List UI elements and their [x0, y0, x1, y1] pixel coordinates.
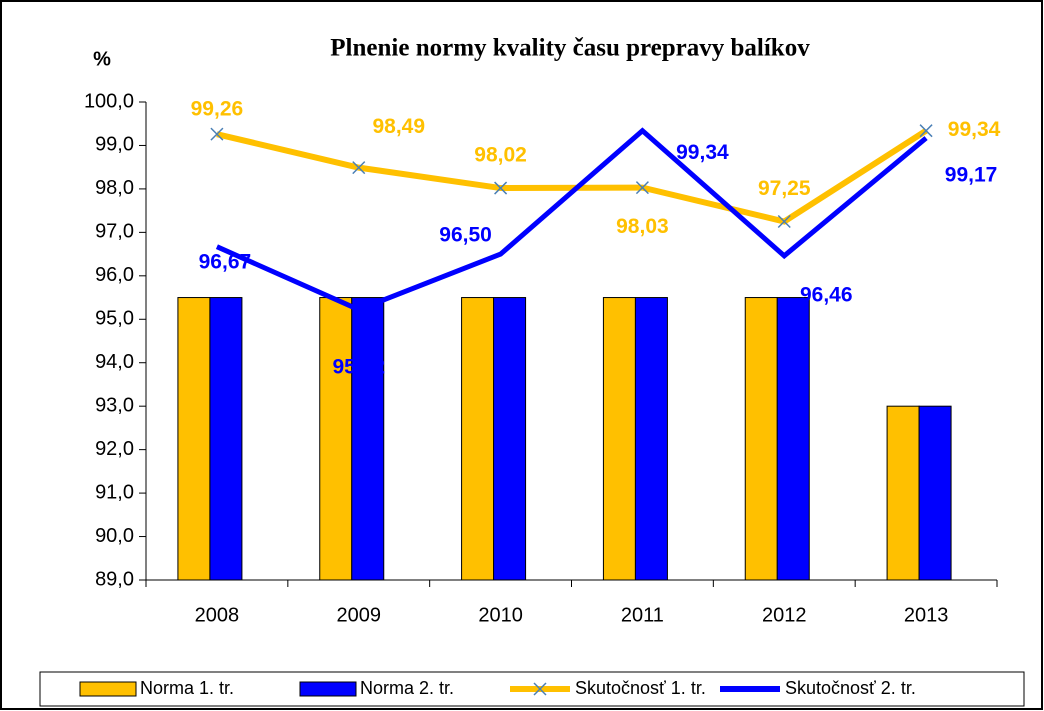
y-tick-label: 100,0	[84, 90, 134, 112]
bar	[319, 297, 353, 581]
data-label: 96,67	[199, 250, 252, 273]
x-tick-label: 2008	[195, 604, 240, 626]
y-tick-label: 98,0	[95, 177, 134, 199]
bar	[177, 297, 211, 581]
data-label: 99,34	[948, 118, 1001, 141]
x-tick-label: 2009	[337, 604, 382, 626]
y-tick-label: 99,0	[95, 134, 134, 156]
y-axis-label: %	[93, 48, 111, 70]
bar	[493, 297, 527, 581]
y-tick-label: 97,0	[95, 221, 134, 243]
bar	[744, 297, 778, 581]
data-label: 99,17	[945, 164, 998, 187]
legend-swatch	[79, 681, 137, 697]
y-tick-label: 92,0	[95, 438, 134, 460]
x-tick-label: 2012	[762, 604, 807, 626]
x-tick-label: 2013	[904, 604, 949, 626]
marker	[919, 124, 933, 138]
y-tick-label: 95,0	[95, 308, 134, 330]
legend-label: Norma 1. tr.	[140, 678, 234, 698]
line-series	[215, 127, 928, 313]
bar	[209, 297, 243, 581]
legend-label: Norma 2. tr.	[360, 678, 454, 698]
marker	[777, 214, 791, 229]
y-tick-label: 93,0	[95, 394, 134, 416]
data-label: 99,26	[191, 98, 244, 121]
data-label: 98,02	[474, 144, 527, 167]
x-tick-label: 2011	[621, 604, 664, 626]
line-series	[216, 128, 928, 225]
marker	[494, 181, 508, 195]
x-tick-label: 2010	[478, 604, 523, 626]
data-label: 98,49	[372, 115, 425, 138]
data-label: 99,34	[676, 141, 729, 164]
bar	[351, 297, 385, 581]
marker	[352, 161, 366, 175]
legend-marker	[533, 682, 547, 696]
legend-label: Skutočnosť 1. tr.	[575, 678, 706, 698]
chart-title: Plnenie normy kvality času prepravy balí…	[330, 35, 810, 62]
y-tick-label: 89,0	[95, 568, 134, 590]
data-label: 96,50	[439, 224, 492, 247]
data-label: 98,03	[616, 215, 669, 238]
data-label: 96,46	[800, 283, 853, 306]
bar	[776, 297, 810, 581]
marker	[635, 181, 649, 195]
bar	[602, 297, 636, 581]
legend-swatch	[299, 681, 357, 697]
data-label: 97,25	[758, 177, 811, 200]
y-tick-label: 90,0	[95, 525, 134, 547]
y-tick-label: 91,0	[95, 481, 134, 503]
bar	[918, 405, 952, 581]
bar	[461, 297, 495, 581]
bar	[886, 405, 920, 581]
y-tick-label: 96,0	[95, 264, 134, 286]
data-label: 95,22	[332, 355, 385, 378]
marker	[210, 127, 224, 141]
legend-label: Skutočnosť 2. tr.	[785, 678, 916, 698]
y-tick-label: 94,0	[95, 351, 134, 373]
bar	[634, 297, 668, 581]
